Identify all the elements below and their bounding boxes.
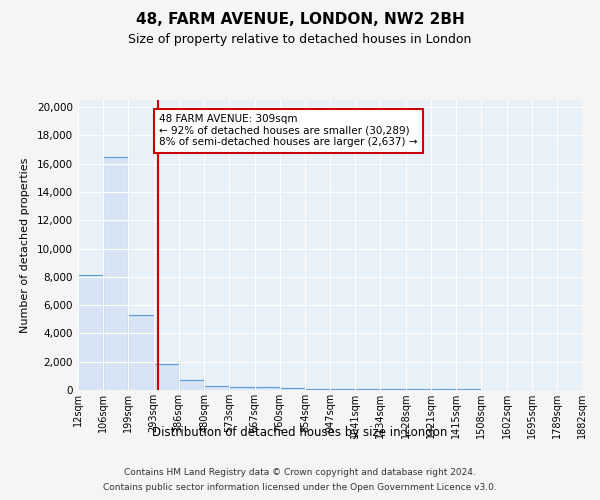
Text: Size of property relative to detached houses in London: Size of property relative to detached ho… — [128, 32, 472, 46]
Text: Distribution of detached houses by size in London: Distribution of detached houses by size … — [152, 426, 448, 439]
Text: 48, FARM AVENUE, LONDON, NW2 2BH: 48, FARM AVENUE, LONDON, NW2 2BH — [136, 12, 464, 28]
Text: 48 FARM AVENUE: 309sqm
← 92% of detached houses are smaller (30,289)
8% of semi-: 48 FARM AVENUE: 309sqm ← 92% of detached… — [160, 114, 418, 148]
Y-axis label: Number of detached properties: Number of detached properties — [20, 158, 30, 332]
Text: Contains HM Land Registry data © Crown copyright and database right 2024.: Contains HM Land Registry data © Crown c… — [124, 468, 476, 477]
Text: Contains public sector information licensed under the Open Government Licence v3: Contains public sector information licen… — [103, 483, 497, 492]
